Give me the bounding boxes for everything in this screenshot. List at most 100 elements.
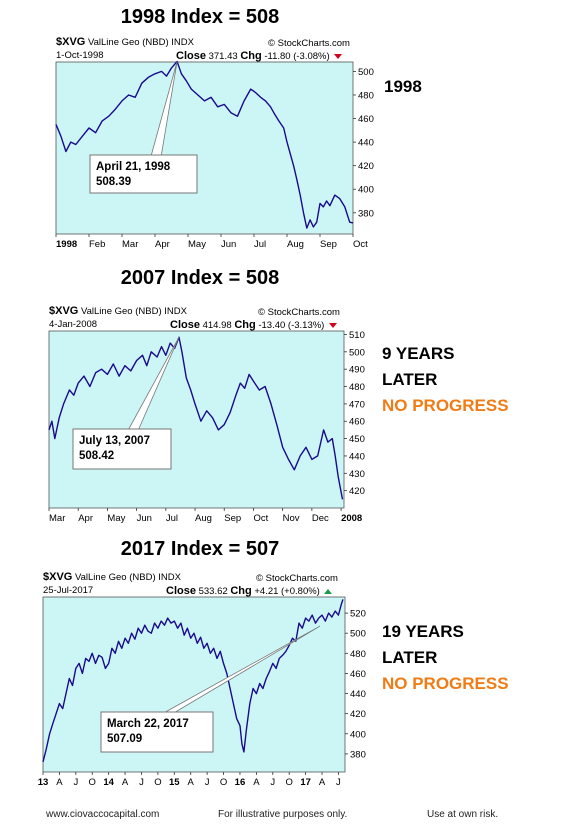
panel3-chg-label: Chg (230, 585, 252, 597)
x-tick-label: Aug (287, 239, 304, 250)
x-tick-label: 2008 (341, 513, 362, 524)
x-tick-label: Sep (224, 513, 241, 524)
y-tick-label: 460 (349, 417, 365, 428)
annotation-date: March 22, 2017 (107, 718, 189, 730)
x-tick-label: Feb (89, 239, 105, 250)
y-tick-label: 460 (350, 669, 366, 680)
y-tick-label: 480 (349, 382, 365, 393)
x-tick-label: May (188, 239, 206, 250)
x-tick-label: O (89, 777, 96, 788)
panel2-date: 4-Jan-2008 (49, 319, 98, 330)
panel2-symbol: $XVG (49, 305, 79, 317)
panel3-chg-value: +4.21 (+0.80%) (254, 586, 320, 597)
footer-website[interactable]: www.ciovaccocapital.com (46, 809, 160, 820)
panel3-close-value: 533.62 (198, 586, 228, 597)
panel3-date: 25-Jul-2017 (43, 585, 94, 596)
x-tick-label: A (56, 777, 63, 788)
panel1-close-label: Close (176, 50, 206, 62)
panel3-close-label: Close (166, 585, 196, 597)
y-tick-label: 450 (349, 434, 365, 445)
x-tick-label: Jun (221, 239, 236, 250)
y-tick-label: 380 (350, 749, 366, 760)
panel1-chg-value: -11.80 (-3.08%) (264, 51, 330, 62)
x-tick-label: Jul (166, 513, 178, 524)
x-tick-label: 1998 (56, 239, 77, 250)
panel3-up-triangle-icon (324, 588, 333, 594)
panel3-source: © StockCharts.com (256, 573, 338, 584)
x-tick-label: A (122, 777, 129, 788)
y-tick-label: 420 (350, 709, 366, 720)
panel2-side-line3: NO PROGRESS (382, 396, 509, 415)
annotation-date: April 21, 1998 (96, 161, 171, 173)
price-line (55, 60, 354, 229)
y-tick-label: 480 (350, 649, 366, 660)
y-tick-label: 460 (358, 114, 374, 125)
panel1-chart: 380 400 420 440 460 480 500 1998 Feb Mar Apr May Jun… (55, 60, 374, 250)
y-tick-label: 420 (358, 161, 374, 172)
y-tick-label: 380 (358, 208, 374, 219)
plot-area (48, 330, 345, 509)
annotation-value: 508.39 (96, 176, 131, 188)
x-tick-label: Jun (137, 513, 152, 524)
price-line (48, 336, 344, 500)
y-tick-label: 490 (349, 365, 365, 376)
panel2-side-text: 9 YEARS LATER NO PROGRESS (382, 341, 509, 419)
panel3-symbol: $XVG (43, 571, 73, 583)
y-tick-label: 500 (350, 629, 366, 640)
panel1-source: © StockCharts.com (268, 38, 350, 49)
y-tick-label: 420 (349, 486, 365, 497)
y-tick-label: 520 (350, 609, 366, 620)
panel2-chg-value: -13.40 (-3.13%) (258, 320, 325, 331)
panel2-name: ValLine Geo (NBD) (81, 306, 162, 317)
x-tick-label: Apr (155, 239, 170, 250)
annotation-value: 508.42 (79, 450, 114, 462)
x-tick-label: O (154, 777, 161, 788)
panel3-side-line3: NO PROGRESS (382, 674, 509, 693)
panel1-side-line1: 1998 (384, 77, 422, 96)
y-tick-label: 440 (349, 451, 365, 462)
y-tick-label: 480 (358, 90, 374, 101)
x-tick-label: A (188, 777, 195, 788)
y-tick-label: 430 (349, 469, 365, 480)
x-tick-label: Jul (254, 239, 266, 250)
panel2-chg-label: Chg (234, 319, 256, 331)
x-tick-label: J (270, 777, 275, 788)
panel2-side-line1: 9 YEARS (382, 344, 455, 363)
panel2-exchange: INDX (164, 306, 187, 317)
panel2-title: 2007 Index = 508 (120, 267, 280, 289)
x-tick-label: A (319, 777, 326, 788)
x-tick-label: J (336, 777, 341, 788)
panel3-header: $XVG ValLine Geo (NBD) INDX (43, 571, 181, 583)
panel3-side-text: 19 YEARS LATER NO PROGRESS (382, 619, 509, 697)
panel3-name: ValLine Geo (NBD) (75, 572, 156, 583)
panel1-close-value: 371.43 (208, 51, 238, 62)
x-tick-label: Aug (195, 513, 212, 524)
panel3-title: 2017 Index = 507 (120, 538, 280, 560)
x-tick-label: J (73, 777, 78, 788)
y-tick-label: 500 (358, 67, 374, 78)
y-tick-label: 470 (349, 399, 365, 410)
y-tick-label: 400 (350, 729, 366, 740)
x-tick-label: Dec (312, 513, 329, 524)
x-tick-label: Oct (353, 239, 368, 250)
y-tick-label: 440 (358, 138, 374, 149)
x-tick-label: 16 (235, 777, 246, 788)
annotation-box (89, 154, 198, 194)
x-tick-label: O (286, 777, 293, 788)
annotation-date: July 13, 2007 (79, 435, 150, 447)
panel2-side-line2: LATER (382, 370, 438, 389)
panel1-down-triangle-icon (334, 53, 343, 59)
panel1-header: $XVG ValLine Geo (NBD) INDX (56, 36, 194, 48)
panel2-close-label: Close (170, 319, 200, 331)
y-tick-label: 510 (349, 330, 365, 341)
x-tick-label: Mar (122, 239, 138, 250)
x-tick-label: Nov (283, 513, 300, 524)
x-tick-label: Sep (320, 239, 337, 250)
footer-disclaimer: For illustrative purposes only. (218, 809, 348, 820)
panel2-down-triangle-icon (329, 322, 337, 328)
x-tick-label: Apr (78, 513, 93, 524)
footer-risk: Use at own risk. (427, 809, 499, 820)
annotation-box (72, 428, 172, 470)
panel1-exchange: INDX (171, 37, 194, 48)
plot-area (55, 61, 354, 235)
